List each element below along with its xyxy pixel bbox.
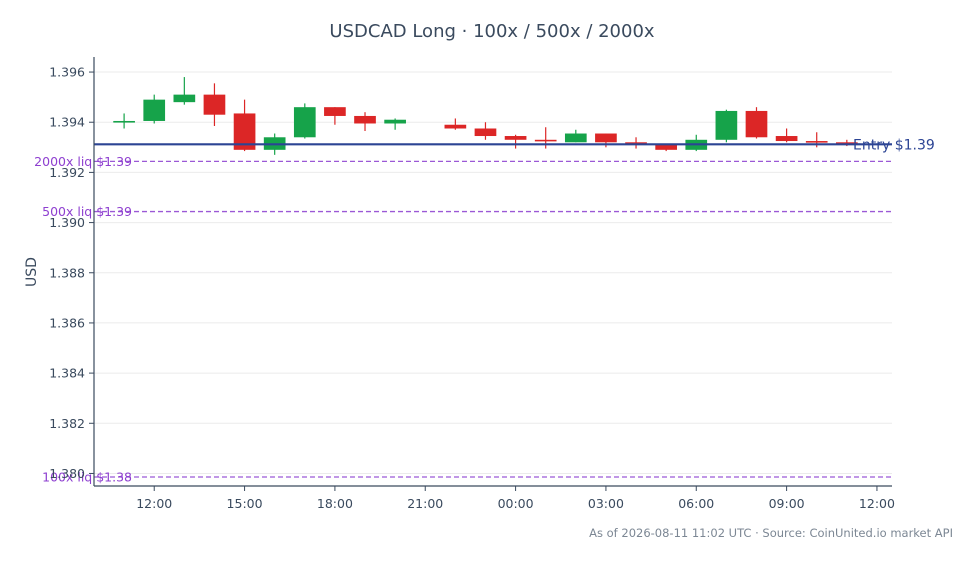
candle-body xyxy=(805,141,828,143)
y-tick-label: 1.382 xyxy=(49,416,85,431)
x-tick-label: 09:00 xyxy=(769,496,805,511)
y-tick-label: 1.390 xyxy=(49,215,85,230)
candle-body xyxy=(564,133,587,143)
candle-body xyxy=(233,113,256,150)
candle-body xyxy=(775,136,798,142)
x-tick-label: 18:00 xyxy=(317,496,353,511)
candle-body xyxy=(474,128,497,137)
candle-body xyxy=(595,133,617,143)
candles xyxy=(113,77,858,155)
liquidation-label: 2000x liq $1.39 xyxy=(34,154,132,169)
candle-body xyxy=(534,139,557,142)
liquidation-label: 100x liq $1.38 xyxy=(42,469,132,484)
candle-body xyxy=(113,120,135,123)
y-tick-label: 1.388 xyxy=(49,265,85,280)
liquidation-label: 500x liq $1.39 xyxy=(42,204,132,219)
footer-source: As of 2026-08-11 11:02 UTC · Source: Coi… xyxy=(589,526,953,540)
y-tick-label: 1.384 xyxy=(49,366,85,381)
y-tick-label: 1.380 xyxy=(49,466,85,481)
candle-body xyxy=(293,107,316,138)
y-tick-label: 1.386 xyxy=(49,315,85,330)
x-tick-label: 12:00 xyxy=(136,496,172,511)
grid-lines xyxy=(94,71,892,474)
candle-body xyxy=(745,110,768,138)
entry-line: Entry $1.39 xyxy=(94,137,935,153)
candle-body xyxy=(203,94,226,115)
candle-body xyxy=(173,94,196,103)
y-tick-label: 1.394 xyxy=(49,115,85,130)
chart-title: USDCAD Long · 100x / 500x / 2000x xyxy=(329,21,654,42)
candle-body xyxy=(354,115,376,124)
candle-body xyxy=(655,143,677,150)
x-tick-label: 15:00 xyxy=(227,496,263,511)
candle-body xyxy=(835,142,858,144)
x-tick-label: 03:00 xyxy=(588,496,624,511)
entry-label: Entry $1.39 xyxy=(853,137,935,153)
x-tick-label: 12:00 xyxy=(859,496,895,511)
x-tick-label: 00:00 xyxy=(498,496,534,511)
axes: 1.380 1.382 1.384 1.386 1.388 1.390 1.392 1.394… xyxy=(49,57,895,511)
candle-body xyxy=(715,110,738,140)
y-axis-label: USD xyxy=(24,257,40,287)
candle-body xyxy=(384,119,406,124)
y-tick-label: 1.396 xyxy=(49,65,85,80)
candle-body xyxy=(444,124,467,129)
y-tick-label: 1.392 xyxy=(49,165,85,180)
candle-body xyxy=(625,142,647,144)
candle-body xyxy=(143,99,166,121)
x-tick-label: 21:00 xyxy=(407,496,443,511)
candle-body xyxy=(504,136,527,140)
liquidation-lines: 2000x liq $1.39 500x liq $1.39 100x liq $1… xyxy=(34,154,892,484)
x-tick-label: 06:00 xyxy=(678,496,714,511)
candle-body xyxy=(324,107,346,116)
